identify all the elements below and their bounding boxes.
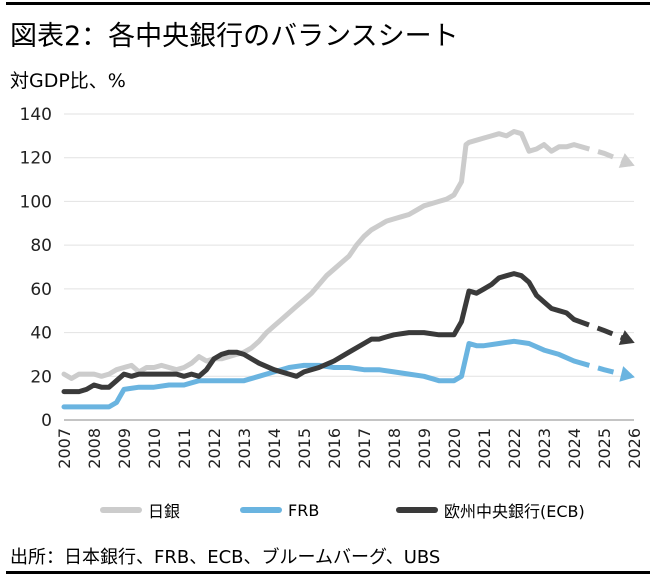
y-tick-label-20: 20 bbox=[30, 367, 52, 387]
x-tick-label-2017: 2017 bbox=[355, 428, 374, 469]
legend-label-ecb: 欧州中央銀行(ECB) bbox=[444, 502, 585, 521]
x-tick-label-2019: 2019 bbox=[415, 428, 434, 469]
series-arrowhead-frb bbox=[619, 366, 635, 382]
page-title: 図表2：各中央銀行のバランスシート bbox=[10, 21, 459, 52]
series-arrowhead-boj bbox=[618, 153, 635, 168]
x-tick-label-2014: 2014 bbox=[265, 428, 284, 469]
y-tick-label-80: 80 bbox=[30, 236, 52, 256]
y-tick-label-120: 120 bbox=[20, 149, 52, 169]
y-tick-label-0: 0 bbox=[41, 411, 52, 431]
y-tick-label-60: 60 bbox=[30, 280, 52, 300]
series-projection-frb bbox=[573, 358, 632, 379]
legend-item-frb: FRB bbox=[240, 498, 319, 522]
legend-swatch-frb bbox=[240, 507, 282, 513]
x-tick-label-2010: 2010 bbox=[145, 428, 164, 469]
x-tick-label-2013: 2013 bbox=[235, 428, 254, 469]
x-tick-label-2012: 2012 bbox=[205, 428, 224, 469]
x-tick-label-2007: 2007 bbox=[55, 428, 74, 469]
x-tick-label-2021: 2021 bbox=[475, 428, 494, 469]
legend-swatch-boj bbox=[100, 507, 142, 513]
x-tick-label-2011: 2011 bbox=[175, 428, 194, 469]
x-tick-label-2018: 2018 bbox=[385, 428, 404, 469]
x-tick-label-2025: 2025 bbox=[595, 428, 614, 469]
x-tick-label-2023: 2023 bbox=[535, 428, 554, 469]
x-tick-label-2016: 2016 bbox=[325, 428, 344, 469]
x-tick-label-2024: 2024 bbox=[565, 428, 584, 469]
x-tick-label-2026: 2026 bbox=[625, 428, 644, 469]
series-arrowhead-ecb bbox=[618, 330, 635, 345]
series-line-boj bbox=[61, 129, 577, 381]
x-tick-label-2015: 2015 bbox=[295, 428, 314, 469]
source-note: 出所：日本銀行、FRB、ECB、ブルームバーグ、UBS bbox=[10, 547, 441, 568]
x-tick-label-2020: 2020 bbox=[445, 428, 464, 469]
legend-label-frb: FRB bbox=[288, 500, 320, 520]
bottom-rule bbox=[6, 571, 650, 574]
legend-label-boj: 日銀 bbox=[148, 502, 181, 521]
y-tick-label-140: 140 bbox=[20, 105, 52, 125]
legend-item-ecb: 欧州中央銀行(ECB) bbox=[396, 498, 585, 522]
series-line-ecb bbox=[61, 271, 577, 395]
y-axis-unit-label: 対GDP比、% bbox=[10, 70, 126, 92]
y-tick-label-40: 40 bbox=[30, 324, 52, 344]
legend-item-boj: 日銀 bbox=[100, 498, 180, 522]
x-tick-label-2022: 2022 bbox=[505, 428, 524, 469]
x-tick-label-2009: 2009 bbox=[115, 428, 134, 469]
legend-swatch-ecb bbox=[396, 507, 438, 513]
y-tick-label-100: 100 bbox=[20, 192, 52, 212]
top-rule bbox=[6, 2, 650, 5]
x-tick-label-2008: 2008 bbox=[85, 428, 104, 469]
